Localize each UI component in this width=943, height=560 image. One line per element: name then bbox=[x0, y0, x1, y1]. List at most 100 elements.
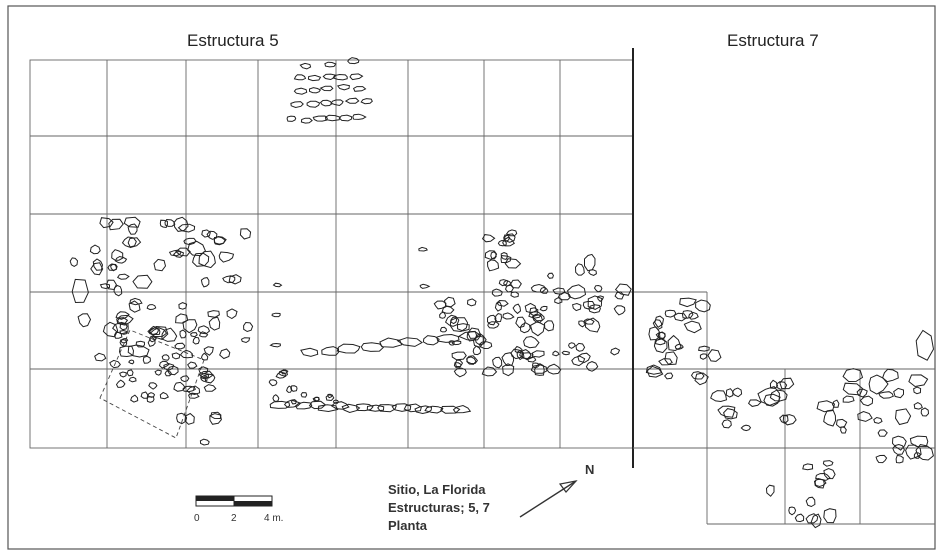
stone bbox=[307, 74, 322, 82]
stone bbox=[286, 115, 297, 122]
stone bbox=[436, 333, 460, 343]
stone bbox=[695, 299, 711, 313]
stone bbox=[177, 223, 196, 233]
stone bbox=[721, 419, 732, 429]
stone bbox=[731, 387, 743, 398]
stone bbox=[180, 375, 190, 383]
stone bbox=[815, 472, 831, 481]
stone bbox=[593, 284, 603, 293]
stone bbox=[319, 85, 334, 92]
stone bbox=[128, 300, 141, 313]
stone bbox=[338, 114, 353, 122]
stone bbox=[725, 388, 734, 398]
stone bbox=[129, 297, 143, 306]
stone bbox=[149, 335, 157, 343]
stone bbox=[290, 399, 297, 405]
stone bbox=[116, 314, 134, 326]
stone bbox=[813, 477, 825, 489]
stone bbox=[816, 400, 836, 413]
stone bbox=[360, 342, 385, 352]
stone bbox=[77, 313, 92, 328]
stone-outlines bbox=[69, 57, 935, 529]
grid-estructura-7 bbox=[633, 292, 935, 525]
stone bbox=[529, 307, 539, 316]
stone bbox=[571, 355, 586, 367]
stone bbox=[186, 385, 201, 396]
stone bbox=[272, 394, 280, 403]
stone bbox=[159, 219, 168, 229]
stone bbox=[588, 304, 601, 314]
stone bbox=[757, 386, 780, 406]
stone bbox=[614, 283, 632, 296]
stone bbox=[568, 342, 576, 349]
stone bbox=[147, 327, 161, 336]
stone bbox=[218, 251, 235, 263]
stone bbox=[132, 274, 153, 289]
stone bbox=[126, 369, 134, 377]
stone bbox=[805, 496, 816, 508]
stone bbox=[341, 403, 361, 414]
stone bbox=[877, 429, 888, 437]
stone bbox=[654, 315, 665, 328]
stone bbox=[109, 359, 121, 369]
stone bbox=[856, 388, 868, 398]
stone bbox=[173, 381, 186, 392]
stone bbox=[360, 98, 373, 105]
stone bbox=[228, 274, 242, 285]
stone bbox=[366, 404, 385, 412]
stone bbox=[239, 228, 252, 240]
stone bbox=[486, 314, 497, 326]
stone bbox=[519, 322, 531, 334]
stone bbox=[243, 321, 254, 333]
stone bbox=[614, 291, 625, 300]
stone bbox=[172, 250, 185, 258]
stone bbox=[779, 414, 789, 425]
stone bbox=[823, 467, 836, 480]
stone bbox=[347, 57, 360, 65]
stone bbox=[127, 237, 142, 249]
stone bbox=[497, 239, 507, 247]
stone bbox=[572, 302, 582, 312]
stone bbox=[127, 223, 138, 235]
stone bbox=[574, 263, 585, 276]
title-estructura-7: Estructura 7 bbox=[727, 31, 819, 50]
scale-label-0: 0 bbox=[194, 513, 200, 524]
stone bbox=[539, 305, 548, 312]
stone bbox=[453, 367, 467, 378]
stone bbox=[182, 319, 198, 334]
stone bbox=[164, 370, 173, 377]
stone bbox=[717, 405, 736, 418]
stone bbox=[240, 337, 251, 344]
stone bbox=[269, 342, 281, 348]
stone bbox=[487, 321, 500, 329]
stone bbox=[439, 311, 447, 319]
stone bbox=[521, 352, 534, 361]
stone bbox=[187, 392, 200, 399]
stone bbox=[309, 87, 322, 94]
stone bbox=[222, 275, 236, 284]
stone bbox=[472, 345, 482, 356]
stone bbox=[300, 347, 319, 357]
scale-bar: 0 2 4 m. bbox=[194, 495, 283, 524]
stone bbox=[306, 100, 321, 108]
stone bbox=[344, 97, 360, 104]
stone bbox=[119, 371, 127, 378]
stone bbox=[769, 389, 788, 402]
stone bbox=[557, 291, 572, 301]
grid-estructura-5 bbox=[29, 59, 935, 449]
stone bbox=[321, 346, 340, 356]
stone bbox=[894, 408, 912, 426]
stone bbox=[433, 300, 447, 310]
legend-site: Sitio, La Florida bbox=[388, 482, 486, 497]
stone bbox=[183, 237, 197, 246]
stone bbox=[596, 295, 605, 303]
stone bbox=[317, 404, 339, 413]
stone bbox=[765, 484, 775, 497]
stone bbox=[868, 374, 889, 395]
stone bbox=[664, 309, 677, 318]
north-label: N bbox=[585, 462, 594, 477]
stone bbox=[179, 329, 187, 339]
stone bbox=[788, 506, 797, 516]
stone bbox=[200, 372, 209, 380]
stone bbox=[504, 233, 516, 243]
